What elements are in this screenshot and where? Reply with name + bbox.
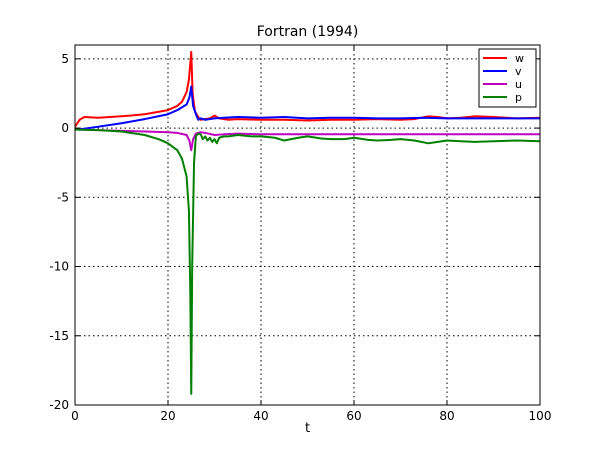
series-line-v xyxy=(75,85,540,131)
tick-labels: 0 20 40 60 80 100 5 0 -5 -10 -15 -20 xyxy=(49,52,551,423)
x-axis-label: t xyxy=(305,421,310,436)
chart-title: Fortran (1994) xyxy=(257,24,359,40)
series-layer xyxy=(75,50,540,395)
legend-label-p: p xyxy=(515,91,522,104)
plot-background xyxy=(75,45,540,405)
y-tick-label: 0 xyxy=(61,121,69,135)
ticks-layer xyxy=(74,45,541,406)
series-line-p xyxy=(75,128,540,395)
x-tick-label: 80 xyxy=(439,409,454,423)
y-tick-label: 5 xyxy=(61,52,69,66)
y-tick-label: -5 xyxy=(57,190,69,204)
legend-label-w: w xyxy=(515,52,524,65)
y-tick-label: -10 xyxy=(49,260,69,274)
series-line-w xyxy=(75,50,540,128)
y-tick-label: -20 xyxy=(49,398,69,412)
y-tick-label: -15 xyxy=(49,329,69,343)
series-line-u xyxy=(75,128,540,152)
legend-label-v: v xyxy=(515,65,522,78)
x-tick-label: 100 xyxy=(529,409,552,423)
x-tick-label: 0 xyxy=(71,409,79,423)
x-tick-label: 20 xyxy=(160,409,175,423)
plot-frame xyxy=(74,44,541,406)
x-tick-label: 60 xyxy=(346,409,361,423)
x-tick-label: 40 xyxy=(253,409,268,423)
legend-label-u: u xyxy=(515,78,522,91)
